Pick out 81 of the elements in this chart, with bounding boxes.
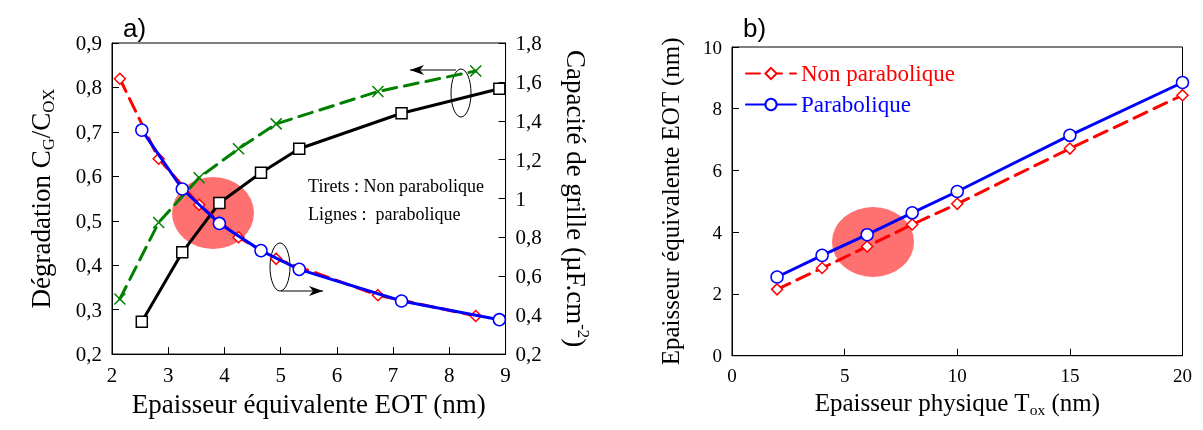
x-tick-label: 2 <box>106 362 118 387</box>
y-tick-label: 0,5 <box>75 208 102 233</box>
point <box>212 216 227 231</box>
x-tick-label: 5 <box>275 362 286 387</box>
y-tick-label: 6 <box>712 159 722 181</box>
x-tick-label: 5 <box>839 364 850 386</box>
point <box>905 206 919 220</box>
point <box>1175 75 1190 90</box>
y-tick-label: 0,8 <box>75 75 102 100</box>
point <box>860 240 874 253</box>
point <box>269 117 283 131</box>
point <box>113 292 127 306</box>
point <box>469 64 482 78</box>
annotation: Tirets : Non parabolique <box>308 176 484 197</box>
point <box>371 85 385 98</box>
point <box>1063 142 1077 155</box>
point <box>113 72 127 86</box>
point <box>175 182 190 196</box>
y2-tick-label: 1,4 <box>515 108 543 133</box>
y2-tick-label: 1,6 <box>515 69 542 94</box>
chart-title: b) <box>743 13 767 43</box>
point <box>860 227 874 242</box>
point <box>815 248 829 263</box>
point <box>232 142 245 156</box>
point <box>815 261 829 275</box>
point <box>770 270 784 284</box>
x-tick-label: 9 <box>500 362 511 387</box>
point <box>292 142 306 156</box>
y2-tick-label: 1,8 <box>515 31 542 55</box>
legend-label: Parabolique <box>801 92 911 117</box>
y-tick-label: 0 <box>712 345 722 367</box>
point <box>135 123 149 137</box>
y2-tick-label: 1 <box>515 186 527 211</box>
point <box>905 218 919 231</box>
x-tick-label: 10 <box>947 364 967 386</box>
y-tick-label: 0,3 <box>75 297 102 322</box>
point <box>1176 88 1189 102</box>
y2-tick-label: 0,4 <box>515 303 543 328</box>
point <box>176 246 189 259</box>
y2-tick-label: 0,6 <box>515 264 542 289</box>
point <box>254 166 268 180</box>
y-tick-label: 0,9 <box>75 31 102 55</box>
x-tick-label: 4 <box>219 362 231 387</box>
y2-tick-label: 0,2 <box>515 342 542 367</box>
point <box>213 196 226 210</box>
point <box>152 216 165 229</box>
point <box>395 106 408 120</box>
x-axis-title: Epaisseur équivalente EOT (nm) <box>131 388 486 419</box>
y-tick-label: 0,4 <box>75 253 103 278</box>
point <box>950 184 964 199</box>
y-axis-title: Dégradation CG/COX <box>26 88 59 309</box>
y-tick-label: 2 <box>712 283 722 305</box>
x-tick-label: 15 <box>1060 364 1080 386</box>
point <box>951 197 964 211</box>
y-tick-label: 0,6 <box>75 164 102 189</box>
point <box>135 315 149 328</box>
y-tick-label: 4 <box>712 221 723 243</box>
point <box>394 294 409 308</box>
y-tick-label: 0,2 <box>75 342 102 367</box>
point <box>292 262 306 277</box>
x-tick-label: 6 <box>331 362 343 387</box>
legend-label: Non parabolique <box>801 61 955 86</box>
point <box>254 243 268 258</box>
y-tick-label: 10 <box>703 36 722 58</box>
x-tick-label: 20 <box>1173 364 1192 386</box>
x-tick-label: 7 <box>387 362 399 387</box>
x-tick-label: 3 <box>162 362 174 387</box>
x-tick-label: 0 <box>727 364 737 386</box>
chart-title: a) <box>123 13 147 43</box>
y-tick-label: 0,7 <box>75 119 102 144</box>
point <box>1063 128 1077 143</box>
y-axis-title: Epaisseur équivalente EOT (nm) <box>656 37 685 366</box>
point <box>770 283 784 296</box>
point <box>192 171 206 184</box>
y2-axis-title: Capacité de grille (µF.cm-2) <box>561 49 593 348</box>
y-tick-label: 8 <box>712 98 722 120</box>
y2-tick-label: 0,8 <box>515 225 542 250</box>
annotation: Lignes : parabolique <box>308 204 461 225</box>
point <box>492 312 507 327</box>
y2-tick-label: 1,2 <box>515 147 542 172</box>
x-tick-label: 8 <box>444 362 455 387</box>
